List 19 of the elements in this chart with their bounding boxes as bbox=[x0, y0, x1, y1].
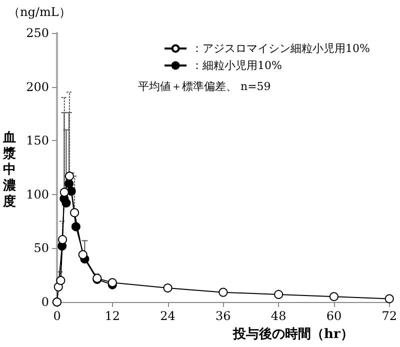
x-tick-label: 0 bbox=[53, 309, 61, 323]
x-tick-label: 60 bbox=[326, 309, 342, 323]
x-tick-label: 72 bbox=[382, 309, 398, 323]
y-tick-label: 100 bbox=[26, 187, 49, 202]
x-tick-label: 36 bbox=[216, 309, 231, 323]
legend-label: ：アジスロマイシン細粒小児用10% bbox=[192, 42, 370, 55]
x-tick-label: 48 bbox=[270, 309, 286, 323]
y-tick-label: 200 bbox=[26, 80, 49, 94]
y-tick-label: 250 bbox=[26, 26, 49, 40]
x-tick-label: 24 bbox=[160, 309, 176, 323]
y-axis-title: 血漿中濃度 bbox=[2, 130, 16, 210]
y-tick-label: 150 bbox=[26, 134, 49, 148]
x-axis-title: 投与後の時間（hr） bbox=[232, 326, 354, 342]
y-tick-label: 50 bbox=[34, 241, 49, 256]
annotation: 平均値＋標準偏差、 n=59 bbox=[138, 80, 271, 93]
y-tick-label: 0 bbox=[41, 295, 49, 309]
text: （ng/mL） bbox=[8, 5, 71, 19]
x-tick-label: 12 bbox=[104, 309, 120, 323]
legend-label: ：細粒小児用10% bbox=[192, 59, 282, 72]
